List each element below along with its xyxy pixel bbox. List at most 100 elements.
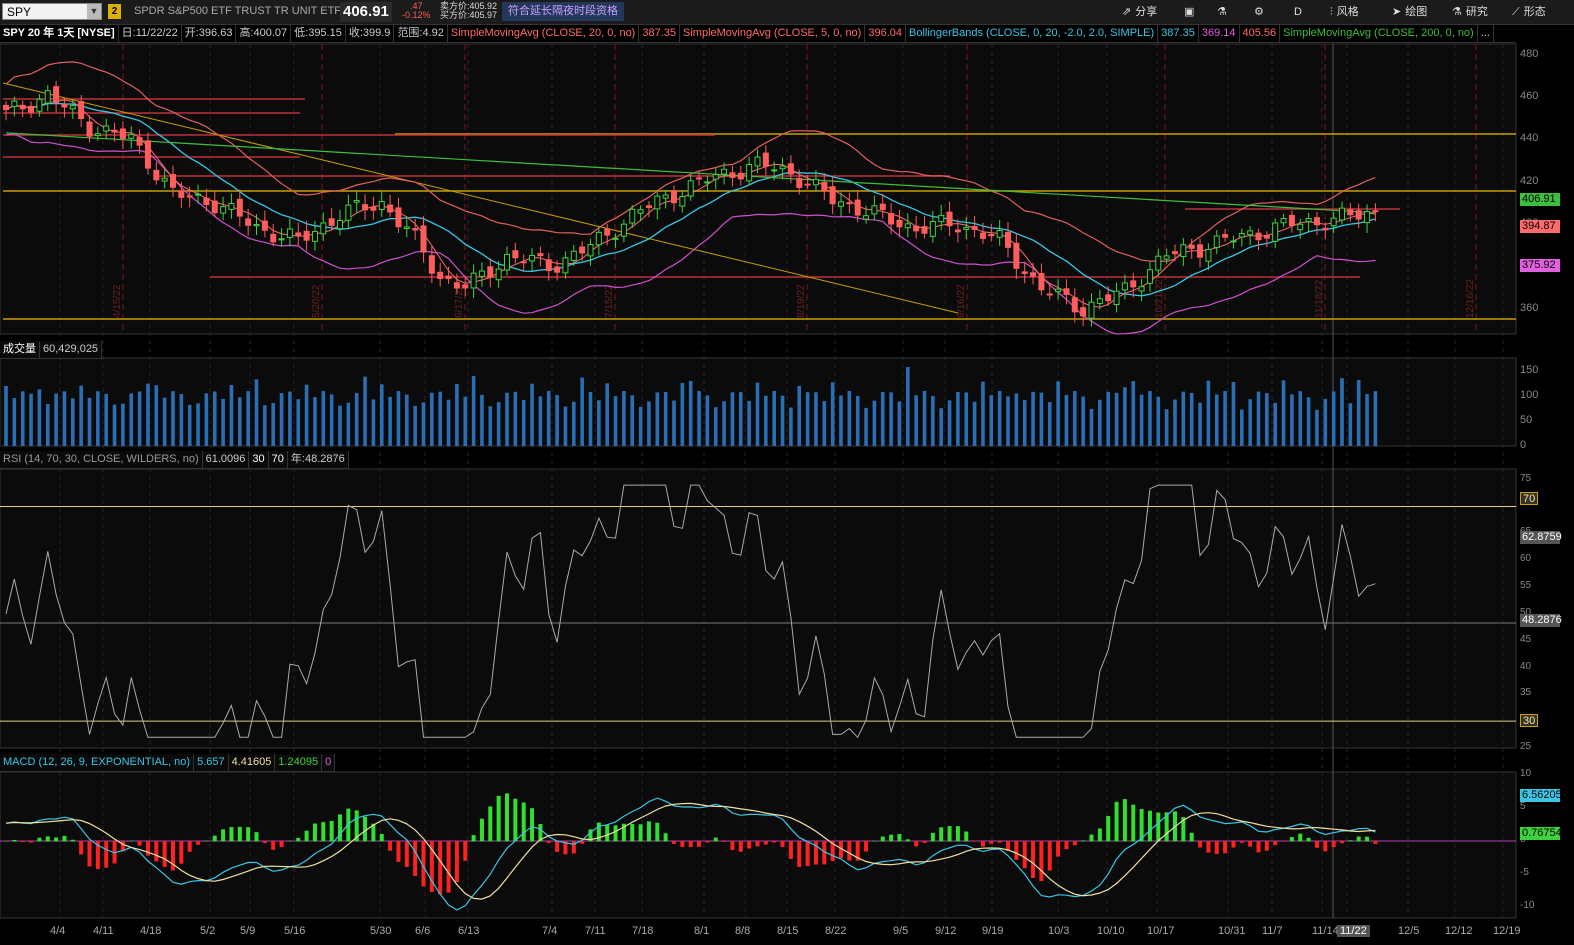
macd-histogram-bar [304,830,309,842]
sma20-label[interactable]: SimpleMovingAvg (CLOSE, 20, 0, no) [448,25,640,42]
volume-bar [321,391,326,446]
volume-bar [171,391,175,446]
candle [696,177,703,180]
sma5-line [5,99,1376,308]
bar-close: 收:399.9 [346,25,395,42]
candle [462,284,469,289]
date-tick: 7/18 [632,925,654,937]
macd-histogram-bar [964,831,969,842]
drawing-button[interactable]: ➤ 绘图 [1388,0,1431,24]
candle [746,164,753,182]
candle [19,104,26,110]
candle [487,266,494,278]
macd-histogram-bar [196,841,201,845]
date-tick: 11/14 [1312,925,1339,937]
candle [1088,301,1095,319]
flask-icon: ⚗ [1452,6,1462,18]
symbol-input[interactable]: SPY [2,3,102,20]
symbol-description: SPDR S&P500 ETF TRUST TR UNIT ETF [134,5,342,17]
volume-bar [246,391,250,446]
macd-histogram-bar [538,824,543,842]
candle [428,255,435,274]
price-tick: 480 [1520,47,1539,60]
volume-bar [613,396,618,446]
macd-histogram-bar [1248,841,1253,847]
patterns-button[interactable]: ⟋ 形态 [1508,0,1550,24]
volume-label[interactable]: 成交量 [0,341,40,358]
date-tick: 4/4 [50,925,66,937]
candle [86,121,93,137]
alert-icon[interactable]: ! [5,48,19,62]
candle [938,214,945,223]
month-marker-label: 12/16/22 [1465,279,1476,318]
macd-histogram-bar [1214,841,1219,854]
sma5-label[interactable]: SimpleMovingAvg (CLOSE, 5, 0, no) [680,25,866,42]
period-button[interactable]: D [1294,6,1302,18]
macd-label[interactable]: MACD (12, 26, 9, EXPONENTIAL, no) [0,754,195,771]
macd-histogram-bar [822,841,827,865]
candle [1038,273,1045,291]
flask-button[interactable]: ⚗ [1213,0,1235,24]
bollinger-label[interactable]: BollingerBands (CLOSE, 0, 20, -2.0, 2.0,… [906,25,1159,42]
macd-histogram-bar [1131,804,1136,842]
studies-button[interactable]: ⚗ 研究 [1448,0,1492,24]
candle [44,90,51,104]
candle [161,177,168,182]
sma200-label[interactable]: SimpleMovingAvg (CLOSE, 200, 0, no) [1280,25,1478,42]
volume-bar [822,401,827,446]
bar-range: 范围:4.92 [394,25,448,42]
candle [737,172,744,180]
macd-histogram-bar [129,840,134,842]
drawing-label: 绘图 [1405,6,1428,18]
rsi-label[interactable]: RSI (14, 70, 30, CLOSE, WILDERS, no) [0,451,203,468]
macd-histogram-bar [889,834,894,842]
volume-bar [697,391,701,446]
candle [504,253,510,271]
candle [771,169,778,172]
bollinger-mid-line [5,102,1376,297]
macd-histogram-bar [972,841,977,842]
macd-histogram-bar [596,822,601,842]
date-tick: 7/4 [542,925,558,937]
candle [846,202,853,205]
macd-histogram-bar [1198,841,1203,848]
volume-tick: 50 [1520,414,1533,426]
volume-bar [396,391,401,446]
macd-histogram-bar [571,841,576,854]
volume-bar [1356,380,1361,446]
candle [1138,286,1145,292]
macd-histogram-bar [638,824,643,842]
price-tick: 440 [1520,132,1539,145]
volume-bar [563,406,568,446]
volume-bar [1256,391,1261,446]
rsi-tick: 75 [1520,472,1532,484]
settings-button[interactable]: ⚙ [1250,0,1272,24]
candle [821,181,828,192]
date-tick: 4/11 [93,925,114,937]
volume-header: 成交量 60,429,025 [0,341,103,359]
macd-histogram-bar [1047,841,1052,871]
macd-histogram-bar [655,822,660,842]
link-badge[interactable]: 2 [108,4,121,19]
candle [153,169,160,181]
candle [470,272,477,289]
style-button[interactable]: ⫶ 风格 [1326,0,1363,24]
bar-high: 高:400.07 [236,25,292,42]
volume-bar [1265,393,1269,446]
candle [662,194,669,199]
screenshot-button[interactable]: ▣ [1180,0,1202,24]
macd-tick: -10 [1520,900,1535,911]
candle [403,226,410,229]
candle [186,195,193,198]
bollinger-upper-line [5,61,1376,263]
chevron-down-icon[interactable]: ▼ [87,4,101,19]
macd-header: MACD (12, 26, 9, EXPONENTIAL, no) 5.657 4.… [0,754,336,772]
date-tick: 5/2 [200,925,216,937]
more-studies[interactable]: ... [1478,25,1494,42]
share-button[interactable]: ⇗ 分享 [1118,0,1161,24]
candle [1155,255,1162,271]
volume-bar [488,406,493,446]
candle [1313,217,1320,226]
style-label: 风格 [1336,6,1359,18]
